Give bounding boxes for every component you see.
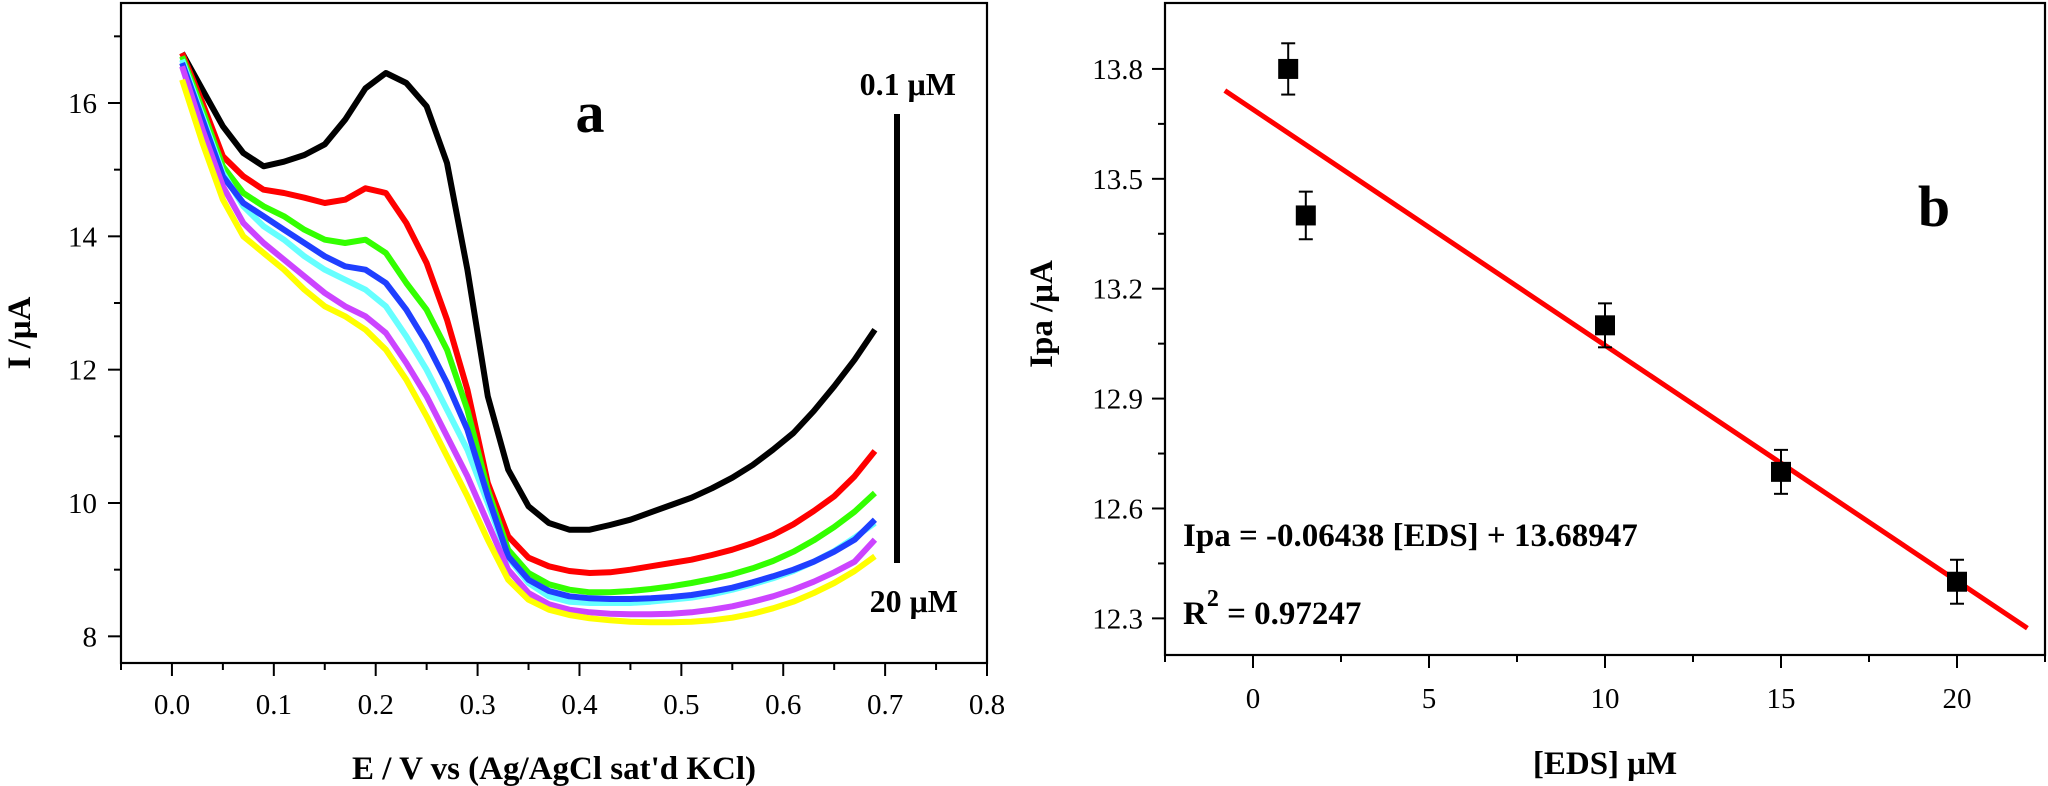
data-point	[1295, 205, 1316, 226]
y-tick-label: 10	[68, 488, 97, 520]
x-tick-label: 15	[1767, 683, 1796, 715]
series-line-5	[179, 61, 878, 602]
x-tick-label: 0.2	[358, 689, 394, 721]
panel-a-series-group	[179, 51, 878, 626]
r-squared-exponent: 2	[1207, 586, 1219, 612]
data-point	[1278, 58, 1299, 79]
x-tick-label: 0.1	[256, 689, 292, 721]
series-line-7	[179, 78, 877, 626]
panel-b-calibration: 0 5 10 15 20 12.3 12.6 12.9 13.2 13.5 13.8 b Ipa …	[1024, 1, 2047, 782]
panel-a-plot-frame	[119, 1, 989, 665]
panel-b-y-axis-title: Ipa /μA	[1024, 260, 1060, 368]
panel-a-y-axis-title: I /μA	[2, 296, 38, 369]
data-point	[1947, 571, 1967, 592]
x-tick-label: 0	[1246, 683, 1261, 715]
x-tick-label: 0.0	[154, 689, 190, 721]
x-tick-label: 0.4	[561, 689, 598, 721]
x-tick-label: 0.8	[969, 689, 1005, 721]
y-tick-label: 14	[68, 221, 98, 253]
y-tick-label: 12.3	[1092, 603, 1143, 635]
panel-b-x-axis-title: [EDS] μM	[1533, 746, 1677, 782]
r-squared-symbol: R	[1183, 596, 1208, 632]
y-tick-label: 12	[68, 355, 97, 387]
panel-b-x-axis: 0 5 10 15 20	[1164, 655, 2046, 715]
data-point	[1595, 315, 1615, 336]
panel-b-label: b	[1918, 174, 1950, 239]
concentration-bottom-label: 20 μM	[870, 583, 958, 619]
y-tick-label: 12.9	[1092, 384, 1143, 416]
y-tick-label: 12.6	[1092, 493, 1143, 525]
data-point	[1771, 461, 1791, 482]
fit-line	[1223, 88, 2029, 631]
panel-a-x-axis-title: E / V vs (Ag/AgCl sat'd KCl)	[352, 751, 756, 786]
panel-b-fit-group	[1223, 88, 2029, 631]
panel-a-x-axis: 0.0 0.1 0.2 0.3 0.4 0.5 0.6 0.7 0.8	[120, 663, 1005, 721]
r-squared-label: R2 = 0.97247	[1183, 586, 1361, 632]
x-tick-label: 10	[1591, 683, 1620, 715]
y-tick-label: 13.2	[1092, 274, 1143, 306]
y-tick-label: 13.5	[1092, 164, 1143, 196]
x-tick-label: 0.3	[459, 689, 495, 721]
regression-equation: Ipa = -0.06438 [EDS] + 13.68947	[1183, 518, 1638, 554]
series-line-3	[179, 55, 877, 596]
y-tick-label: 13.8	[1092, 54, 1143, 86]
x-tick-label: 5	[1422, 683, 1437, 715]
x-tick-label: 0.6	[765, 689, 801, 721]
x-tick-label: 0.5	[663, 689, 699, 721]
panel-b-y-axis: 12.3 12.6 12.9 13.2 13.5 13.8	[1092, 54, 1165, 635]
series-line-2	[179, 51, 878, 576]
panel-a-y-axis: 8 10 12 14 16	[68, 35, 121, 653]
series-line-6	[179, 65, 878, 618]
series-line-1	[179, 51, 878, 533]
x-tick-label: 20	[1943, 683, 1972, 715]
y-tick-label: 8	[83, 621, 98, 653]
concentration-top-label: 0.1 μM	[860, 66, 956, 102]
panel-b-points-group	[1278, 42, 1967, 605]
series-line-4	[179, 58, 877, 606]
y-tick-label: 16	[68, 88, 97, 120]
panel-a-label: a	[576, 80, 605, 145]
x-tick-label: 0.7	[867, 689, 903, 721]
r-squared-value: = 0.97247	[1219, 596, 1362, 632]
